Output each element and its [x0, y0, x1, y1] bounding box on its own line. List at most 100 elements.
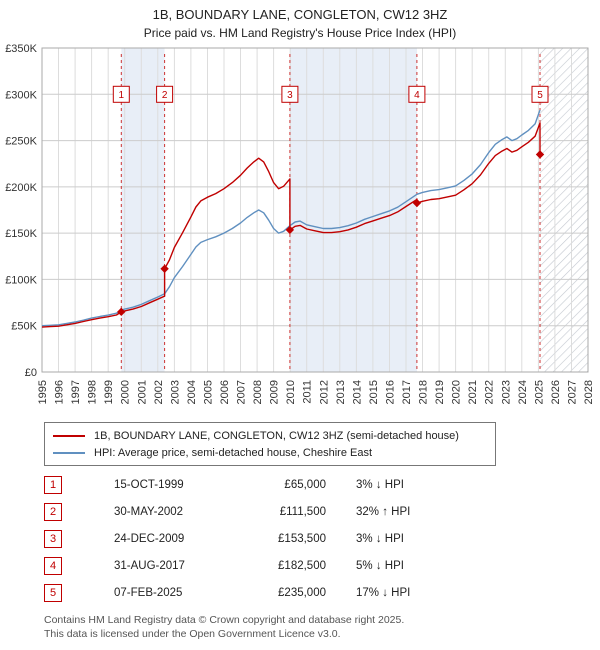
sale-number-box — [156, 85, 174, 103]
y-axis-label: £150K — [5, 228, 37, 240]
y-axis-label: £350K — [5, 43, 37, 55]
x-axis-label: 2025 — [533, 380, 545, 404]
x-axis-label: 2020 — [451, 380, 463, 404]
y-axis-label: £100K — [5, 274, 37, 286]
x-axis-label: 1996 — [54, 380, 66, 404]
footer-line-2: This data is licensed under the Open Gov… — [44, 627, 341, 640]
x-axis-label: 2016 — [385, 380, 397, 404]
x-axis-label: 2015 — [368, 380, 380, 404]
transaction-number-badge: 1 — [44, 476, 62, 494]
x-axis-label: 2017 — [401, 380, 413, 404]
transaction-table: 1 15-OCT-1999 £65,000 3% ↓ HPI 2 30-MAY-… — [44, 476, 600, 602]
transaction-row: 3 24-DEC-2009 £153,500 3% ↓ HPI — [44, 530, 600, 548]
x-axis-label: 2011 — [302, 380, 314, 404]
transaction-date: 24-DEC-2009 — [114, 533, 185, 545]
x-axis-label: 2009 — [269, 380, 281, 404]
x-axis-label: 2001 — [136, 380, 148, 404]
hpi-line-swatch — [53, 451, 85, 454]
sale-number-box — [281, 85, 299, 103]
transaction-row: 5 07-FEB-2025 £235,000 17% ↓ HPI — [44, 584, 600, 602]
transaction-row: 2 30-MAY-2002 £111,500 32% ↑ HPI — [44, 503, 600, 521]
license-footer: Contains HM Land Registry data © Crown c… — [44, 614, 600, 641]
x-axis-label: 2014 — [351, 380, 363, 404]
x-axis-label: 2018 — [418, 380, 430, 404]
x-axis-label: 1995 — [37, 380, 49, 404]
transaction-price: £153,500 — [278, 533, 326, 545]
sale-point — [535, 150, 545, 159]
x-axis-label: 2005 — [203, 380, 215, 404]
y-axis-label: £50K — [11, 321, 37, 333]
price-line — [41, 122, 541, 328]
sale-point — [412, 198, 422, 208]
sale-point — [285, 225, 295, 235]
sale-point — [117, 307, 126, 317]
x-axis-label: 2013 — [335, 380, 347, 404]
transaction-date: 30-MAY-2002 — [114, 506, 184, 518]
x-axis-label: 1997 — [70, 380, 82, 404]
sale-number-label: 1 — [119, 90, 125, 101]
sale-number-box — [408, 85, 426, 103]
legend-hpi-label: HPI: Average price, semi-detached house,… — [94, 446, 373, 459]
transaction-date: 15-OCT-1999 — [114, 479, 184, 491]
y-axis-label: £300K — [5, 89, 37, 101]
transaction-price: £235,000 — [278, 587, 326, 599]
transaction-number-badge: 3 — [44, 530, 62, 548]
x-axis-label: 1998 — [87, 380, 99, 404]
transaction-number-badge: 4 — [44, 557, 62, 575]
transaction-number-badge: 2 — [44, 503, 62, 521]
transaction-vs-hpi: 5% ↓ HPI — [356, 560, 404, 572]
x-axis-label: 2006 — [219, 380, 231, 404]
x-axis-label: 2027 — [567, 380, 579, 404]
plot-border — [41, 47, 589, 373]
y-axis-label: £200K — [5, 182, 37, 194]
x-axis-label: 2000 — [120, 380, 132, 404]
ownership-band — [289, 48, 417, 372]
x-axis-label: 2019 — [434, 380, 446, 404]
legend-entry-price: 1B, BOUNDARY LANE, CONGLETON, CW12 3HZ (… — [53, 427, 487, 444]
chart-legend: 1B, BOUNDARY LANE, CONGLETON, CW12 3HZ (… — [44, 422, 496, 466]
y-axis-label: £250K — [5, 136, 37, 148]
x-axis-label: 2007 — [236, 380, 248, 404]
transaction-row: 1 15-OCT-1999 £65,000 3% ↓ HPI — [44, 476, 600, 494]
transaction-vs-hpi: 3% ↓ HPI — [356, 533, 404, 545]
sale-number-label: 3 — [287, 90, 293, 101]
x-axis-label: 2004 — [186, 380, 198, 404]
x-axis-label: 2021 — [467, 380, 479, 404]
x-axis-label: 2012 — [318, 380, 330, 404]
x-axis-label: 2023 — [500, 380, 512, 404]
legend-price-label: 1B, BOUNDARY LANE, CONGLETON, CW12 3HZ (… — [94, 429, 459, 442]
legend-entry-hpi: HPI: Average price, semi-detached house,… — [53, 444, 487, 461]
transaction-price: £111,500 — [279, 506, 326, 518]
hpi-line — [41, 109, 541, 327]
x-axis-label: 2024 — [517, 380, 529, 404]
x-axis-label: 2008 — [252, 380, 264, 404]
x-axis-label: 2026 — [550, 380, 562, 404]
price-line-swatch — [53, 434, 85, 437]
transaction-date: 07-FEB-2025 — [114, 587, 183, 599]
sale-number-label: 2 — [162, 90, 168, 101]
page-title: 1B, BOUNDARY LANE, CONGLETON, CW12 3HZ — [152, 7, 448, 22]
transaction-date: 31-AUG-2017 — [114, 560, 185, 572]
transaction-vs-hpi: 3% ↓ HPI — [356, 479, 404, 491]
page-subtitle: Price paid vs. HM Land Registry's House … — [143, 26, 457, 40]
sale-number-label: 4 — [414, 90, 420, 101]
footer-line-1: Contains HM Land Registry data © Crown c… — [44, 614, 405, 626]
sale-number-box — [531, 85, 549, 103]
chart-header: 1B, BOUNDARY LANE, CONGLETON, CW12 3HZ P… — [0, 0, 600, 40]
y-axis-label: £0 — [25, 367, 37, 379]
sale-point — [160, 264, 169, 273]
x-axis-label: 2022 — [484, 380, 496, 404]
transaction-vs-hpi: 17% ↓ HPI — [356, 587, 411, 599]
transaction-price: £65,000 — [284, 479, 326, 491]
price-history-chart: 1 2 3 4 5 £0 £50K £100K £150K £200K £250K £300K £350… — [5, 43, 595, 404]
transaction-row: 4 31-AUG-2017 £182,500 5% ↓ HPI — [44, 557, 600, 575]
sale-number-box — [112, 85, 130, 103]
x-axis-label: 2010 — [285, 380, 297, 404]
x-axis-label: 2002 — [153, 380, 165, 404]
transaction-price: £182,500 — [278, 560, 326, 572]
transaction-vs-hpi: 32% ↑ HPI — [356, 506, 411, 518]
sale-number-label: 5 — [537, 90, 543, 101]
x-axis-label: 1999 — [103, 380, 115, 404]
x-axis-label: 2003 — [169, 380, 181, 404]
x-axis-label: 2028 — [583, 380, 595, 404]
